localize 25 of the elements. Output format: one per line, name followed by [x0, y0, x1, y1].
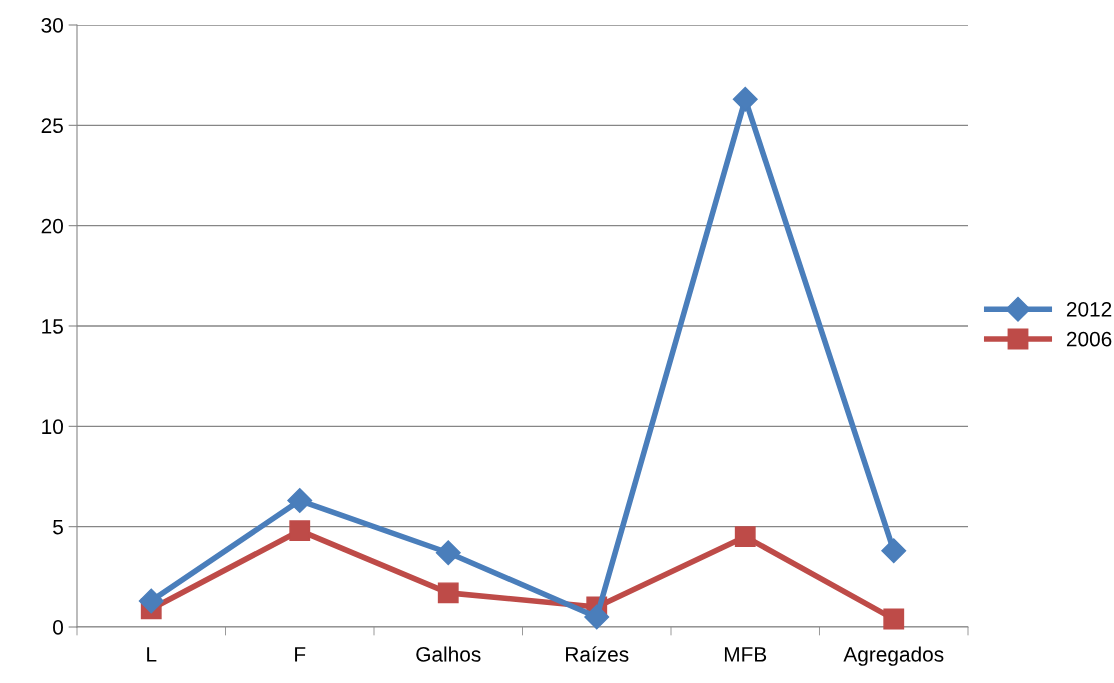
y-tick-label: 15	[42, 319, 63, 334]
point	[883, 608, 905, 630]
legend-label: 2012	[1066, 301, 1112, 317]
point	[732, 86, 758, 112]
point	[435, 540, 461, 566]
y-tick-label: 20	[41, 218, 63, 234]
y-tick-label: 25	[41, 118, 63, 134]
point	[138, 588, 164, 614]
point	[734, 526, 756, 548]
x-tick-label: Agregados	[843, 646, 944, 666]
y-tick-label: 30	[41, 18, 63, 33]
point	[287, 488, 313, 514]
y-tick-label: 10	[42, 419, 63, 435]
x-tick-label: F	[295, 647, 306, 662]
y-tick-label: 0	[53, 620, 63, 635]
x-tick-label: MFB	[724, 647, 767, 662]
legend-label: 2006	[1066, 331, 1112, 347]
point	[437, 582, 459, 604]
y-tick-label: 5	[53, 519, 63, 535]
point	[289, 520, 311, 542]
point	[584, 604, 610, 630]
x-tick-label: L	[147, 647, 157, 662]
point	[881, 538, 907, 564]
x-tick-label: Galhos	[416, 646, 481, 662]
x-tick-label: Raízes	[566, 646, 629, 662]
